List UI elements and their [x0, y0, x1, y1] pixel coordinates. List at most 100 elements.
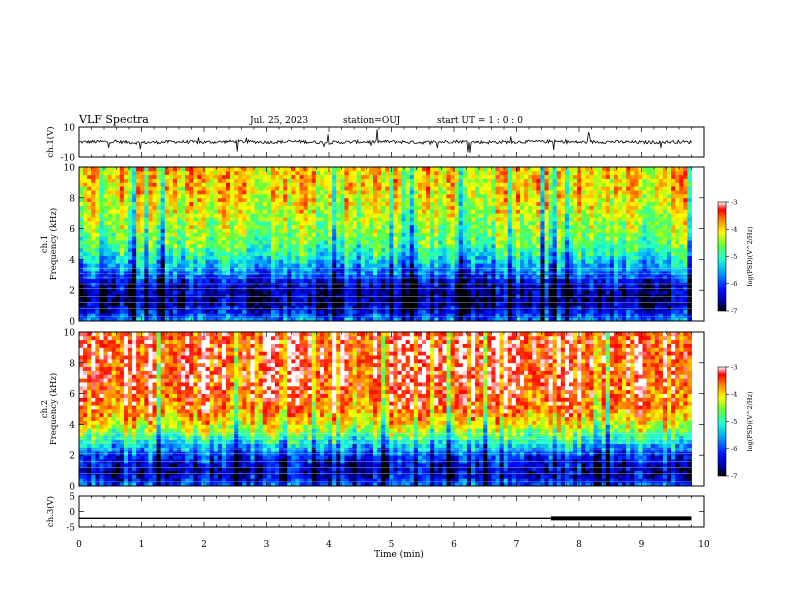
- ch1-spec-cell: [128, 213, 133, 218]
- ch1-spec-cell: [144, 232, 149, 237]
- ch1-spec-cell: [422, 174, 427, 179]
- ch1-spec-cell: [340, 190, 345, 195]
- ch1-spec-cell: [160, 263, 166, 268]
- ch1-spec-cell: [307, 167, 313, 172]
- ch1-spec-cell: [495, 174, 500, 179]
- ch1-spec-cell: [152, 244, 157, 249]
- ch1-spec-cell: [185, 290, 190, 295]
- ch1-spec-cell: [177, 197, 182, 203]
- ch1-spec-cell: [164, 213, 170, 218]
- ch1-spec-cell: [189, 224, 194, 229]
- ch1-spec-cell: [258, 186, 264, 191]
- ch1-spec-cell: [250, 224, 255, 229]
- ch1-spec-cell: [336, 297, 341, 303]
- ch1-spec-cell: [95, 317, 100, 322]
- ch1-spec-cell: [377, 170, 382, 176]
- ch1-spec-cell: [238, 178, 243, 183]
- ch1-spec-cell: [556, 317, 562, 322]
- ch1-spec-cell: [499, 209, 505, 214]
- ch1-spec-cell: [91, 217, 96, 222]
- ch1-spec-cell: [332, 174, 337, 179]
- ch1-spec-cell: [262, 240, 268, 245]
- ch1-spec-cell: [132, 309, 137, 314]
- ch1-spec-cell: [573, 282, 578, 287]
- ch1-spec-cell: [524, 259, 529, 264]
- ch1-spec-cell: [128, 232, 133, 237]
- ch1-spec-cell: [193, 247, 198, 253]
- ch1-spec-cell: [242, 170, 247, 176]
- ch1-spec-cell: [311, 255, 317, 260]
- ch1-spec-cell: [128, 297, 133, 303]
- ch1-spec-cell: [226, 186, 231, 191]
- ch1-spec-cell: [185, 267, 190, 272]
- ch1-spec-cell: [536, 182, 541, 187]
- ch1-spec-cell: [205, 274, 211, 280]
- ch1-spec-cell: [348, 220, 353, 226]
- ch1-spec-cell: [295, 309, 300, 314]
- ch1-spec-cell: [454, 213, 460, 218]
- ch1-spec-cell: [209, 259, 215, 264]
- ch1-spec-cell: [262, 290, 268, 295]
- ch1-spec-cell: [544, 251, 549, 256]
- ch1-spec-cell: [205, 255, 211, 260]
- ch1-spec-cell: [528, 267, 533, 272]
- ch1-spec-cell: [458, 290, 464, 295]
- ch1-spec-cell: [364, 209, 370, 214]
- ch1-spec-cell: [373, 290, 378, 295]
- ch1-spec-cell: [287, 244, 292, 249]
- ch1-spec-cell: [258, 197, 264, 203]
- ch1-spec-cell: [185, 247, 190, 253]
- ch1-spec-cell: [450, 197, 456, 203]
- ch1-spec-cell: [536, 193, 541, 199]
- ch1-spec-cell: [499, 217, 505, 222]
- ch1-spec-cell: [230, 232, 235, 237]
- ch1-spec-cell: [226, 313, 231, 318]
- ch1-spec-cell: [499, 317, 505, 322]
- ch1-spec-cell: [495, 182, 500, 187]
- ch1-spec-cell: [560, 178, 566, 183]
- ch1-spec-cell: [254, 263, 260, 268]
- ch1-spec-cell: [352, 267, 358, 272]
- ch1-spec-cell: [442, 224, 447, 229]
- ch1-spec-cell: [266, 174, 272, 179]
- ch1-spec-cell: [364, 301, 370, 306]
- ch1-spec-cell: [368, 240, 374, 245]
- ch1-spec-cell: [250, 228, 255, 233]
- ch1-spec-cell: [503, 205, 509, 210]
- ch1-spec-cell: [152, 167, 157, 172]
- ch1-spec-cell: [270, 282, 276, 287]
- ch1-spec-cell: [128, 309, 133, 314]
- ch1-spec-cell: [487, 220, 492, 226]
- ch1-spec-cell: [287, 255, 292, 260]
- ch1-spec-cell: [405, 267, 411, 272]
- ch1-spec-cell: [324, 190, 329, 195]
- ch1-spec-cell: [524, 278, 529, 283]
- ch1-spec-cell: [389, 209, 394, 214]
- ch1-spec-cell: [507, 182, 513, 187]
- ch1-spec-cell: [91, 220, 96, 226]
- ch1-spec-cell: [377, 274, 382, 280]
- ch1-spec-cell: [217, 197, 223, 203]
- ch1-spec-cell: [540, 182, 545, 187]
- ch1-spec-cell: [128, 205, 133, 210]
- ch1-spec-cell: [230, 259, 235, 264]
- ch1-spec-cell: [275, 305, 280, 310]
- ch1-spec-cell: [336, 309, 341, 314]
- ch1-spec-cell: [201, 209, 206, 214]
- ch1-spec-cell: [185, 309, 190, 314]
- ch1-spec-cell: [197, 174, 202, 179]
- ch1-spec-cell: [287, 313, 292, 318]
- ch1-spec-cell: [258, 290, 264, 295]
- ch1-spec-cell: [556, 224, 562, 229]
- ch1-spec-cell: [426, 228, 431, 233]
- ch1-spec-cell: [123, 297, 129, 303]
- ch1-spec-cell: [197, 301, 202, 306]
- ch1-spec-cell: [466, 224, 472, 229]
- ch1-spec-cell: [458, 167, 464, 172]
- ch1-spec-cell: [107, 263, 113, 268]
- ch1-spec-cell: [438, 205, 443, 210]
- ch1-spec-cell: [295, 167, 300, 172]
- ch1-spec-cell: [283, 170, 288, 176]
- ch1-spec-cell: [87, 305, 92, 310]
- ch1-spec-cell: [123, 317, 129, 322]
